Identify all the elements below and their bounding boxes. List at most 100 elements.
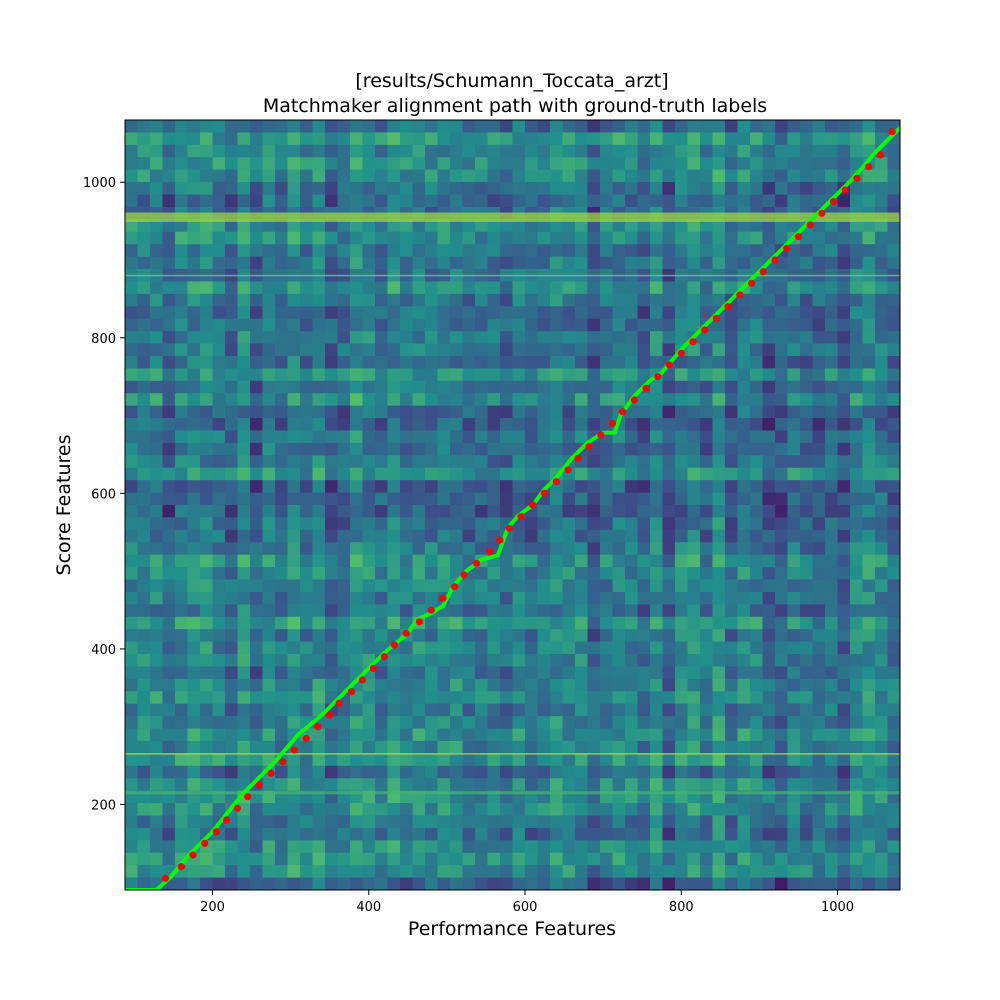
ground-truth-point: [748, 279, 756, 287]
heatmap-cell: [512, 405, 526, 419]
heatmap-cell: [737, 355, 751, 369]
heatmap-cell: [150, 293, 164, 307]
y-tick-label: 600: [91, 487, 116, 502]
heatmap-cell: [725, 256, 739, 270]
heatmap-cell: [475, 480, 489, 494]
heatmap-cell: [462, 604, 476, 618]
heatmap-cell: [412, 654, 426, 668]
heatmap-cell: [875, 579, 889, 593]
heatmap-cell: [537, 554, 551, 568]
heatmap-cell: [162, 405, 176, 419]
heatmap-cell: [662, 877, 676, 890]
heatmap-cell: [850, 455, 864, 469]
heatmap-cell: [550, 827, 564, 841]
heatmap-cell: [362, 355, 376, 369]
heatmap-cell: [787, 591, 801, 605]
heatmap-cell: [625, 157, 639, 171]
heatmap-cell: [400, 654, 414, 668]
heatmap-cell: [175, 442, 189, 456]
heatmap-cell: [387, 182, 401, 196]
heatmap-cell: [850, 666, 864, 680]
heatmap-cell: [287, 815, 301, 829]
heatmap-cell: [650, 765, 664, 779]
heatmap-cell: [137, 691, 151, 705]
heatmap-cell: [287, 604, 301, 618]
heatmap-cell: [650, 865, 664, 879]
heatmap-cell: [737, 740, 751, 754]
heatmap-cell: [825, 716, 839, 730]
heatmap-cell: [825, 132, 839, 146]
heatmap-cell: [512, 157, 526, 171]
heatmap-cell: [250, 467, 264, 481]
heatmap-cell: [875, 368, 889, 382]
heatmap-cell: [412, 182, 426, 196]
heatmap-cell: [262, 803, 276, 817]
heatmap-cell: [687, 430, 701, 444]
heatmap-cell: [550, 355, 564, 369]
heatmap-cell: [200, 380, 214, 394]
heatmap-cell: [325, 169, 339, 183]
heatmap-cell: [325, 418, 339, 432]
heatmap-cell: [137, 306, 151, 320]
heatmap-cell: [875, 318, 889, 332]
heatmap-cell: [575, 331, 589, 345]
heatmap-cell: [362, 716, 376, 730]
heatmap-cell: [212, 579, 226, 593]
heatmap-cell: [825, 591, 839, 605]
heatmap-cell: [512, 169, 526, 183]
heatmap-cell: [550, 815, 564, 829]
heatmap-cell: [562, 803, 576, 817]
heatmap-cell: [512, 703, 526, 717]
heatmap-cell: [312, 256, 326, 270]
heatmap-cell: [125, 753, 139, 767]
heatmap-cell: [512, 691, 526, 705]
heatmap-cell: [150, 418, 164, 432]
heatmap-cell: [637, 554, 651, 568]
heatmap-cell: [700, 852, 714, 866]
heatmap-cell: [662, 318, 676, 332]
heatmap-cell: [812, 691, 826, 705]
heatmap-cell: [737, 343, 751, 357]
heatmap-cell: [687, 567, 701, 581]
heatmap-cell: [750, 182, 764, 196]
heatmap-cell: [687, 703, 701, 717]
heatmap-cell: [150, 318, 164, 332]
heatmap-cell: [812, 716, 826, 730]
heatmap-cell: [375, 604, 389, 618]
heatmap-cell: [762, 567, 776, 581]
heatmap-cell: [862, 827, 876, 841]
heatmap-cell: [475, 740, 489, 754]
heatmap-cell: [225, 405, 239, 419]
heatmap-cell: [687, 629, 701, 643]
heatmap-cell: [162, 467, 176, 481]
heatmap-cell: [625, 865, 639, 879]
heatmap-cell: [400, 256, 414, 270]
heatmap-cell: [250, 865, 264, 879]
heatmap-cell: [750, 629, 764, 643]
heatmap-cell: [337, 182, 351, 196]
heatmap-cell: [550, 629, 564, 643]
heatmap-cell: [500, 418, 514, 432]
ground-truth-point: [876, 151, 885, 159]
heatmap-cell: [850, 405, 864, 419]
heatmap-cell: [325, 480, 339, 494]
heatmap-cell: [350, 604, 364, 618]
heatmap-cell: [262, 169, 276, 183]
heatmap-cell: [550, 865, 564, 879]
heatmap-cell: [850, 182, 864, 196]
heatmap-cell: [150, 716, 164, 730]
heatmap-cell: [700, 405, 714, 419]
heatmap-cell: [375, 554, 389, 568]
heatmap-cell: [200, 418, 214, 432]
heatmap-cell: [225, 293, 239, 307]
heatmap-cell: [612, 728, 626, 742]
heatmap-cell: [162, 604, 176, 618]
heatmap-cell: [625, 355, 639, 369]
heatmap-cell: [125, 641, 139, 655]
heatmap-cell: [212, 244, 226, 258]
heatmap-cell: [175, 827, 189, 841]
heatmap-cell: [500, 343, 514, 357]
heatmap-cell: [387, 144, 401, 158]
heatmap-cell: [325, 877, 339, 890]
